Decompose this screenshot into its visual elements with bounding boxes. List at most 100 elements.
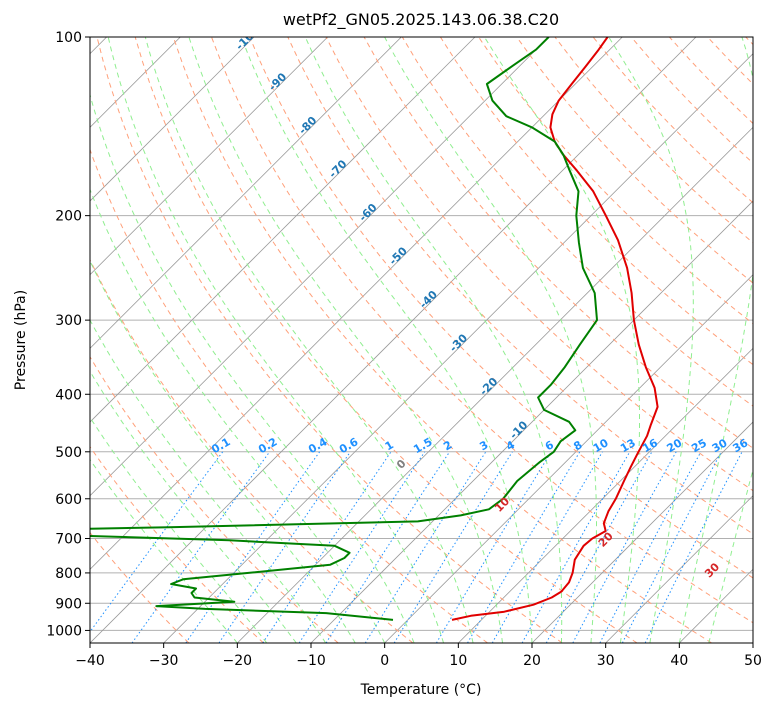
dry-adiabat-line [592,37,753,204]
dry-adiabat-line [478,37,753,325]
temperature-profile-line [451,37,659,621]
moist-adiabat-line [90,188,386,643]
plot-area [90,37,753,643]
x-tick-label: 50 [744,653,762,669]
isotherm-line [310,200,753,643]
x-tick-label: 30 [597,653,615,669]
isotherm-line [384,274,753,643]
dry-adiabat-line [90,531,190,643]
moist-adiabat-line [144,37,474,643]
isotherm-label: -90 [266,70,289,93]
mixing-ratio-line [545,451,653,643]
dry-adiabat-label: 10 [492,494,512,514]
mixing-ratio-label: 2 [441,438,454,453]
x-tick-label: 0 [380,653,389,669]
dry-adiabat-line [96,37,563,643]
dry-adiabat-line [707,37,753,85]
dry-adiabat-line [134,37,638,643]
moist-adiabat-line [90,458,238,643]
mixing-ratio-label: 0.2 [256,435,279,456]
dry-adiabat-line [554,37,753,244]
mixing-ratio-line [325,451,451,643]
dry-adiabat-line [172,37,712,643]
y-tick-label: 600 [55,492,82,508]
isotherm-line [90,37,476,423]
isotherm-label: -60 [356,201,379,224]
dry-adiabat-line [249,37,753,579]
mixing-ratio-label: 36 [730,436,750,455]
moist-adiabat-line [90,370,297,643]
moist-adiabat-line [483,37,640,643]
mixing-ratio-label: 1 [383,438,396,453]
mixing-ratio-line [298,451,426,643]
isotherm-line [605,495,753,643]
moist-adiabat-line [384,37,597,643]
dry-adiabat-line [745,37,753,46]
x-tick-label: −20 [223,653,253,669]
isotherm-line [90,37,697,643]
dewpoint-profile-line [90,37,598,621]
isotherm-line [90,37,255,202]
dry-adiabat-line [516,37,753,284]
y-tick-label: 800 [55,566,82,582]
mixing-ratio-line [644,451,743,643]
dry-adiabat-line [401,37,753,407]
dry-adiabat-label: 0 [394,457,409,472]
mixing-ratio-label: 0.6 [337,435,361,456]
isotherm-label: -30 [447,331,470,354]
moist-adiabat-line [188,37,503,643]
plot-frame [89,36,754,644]
x-tick-label: −40 [75,653,105,669]
mixing-ratio-line [90,451,224,633]
mixing-ratio-line [262,451,392,643]
mixing-ratio-line [185,451,321,643]
isotherm-label: -10 [507,418,530,441]
moist-adiabat-line [608,37,694,643]
moist-adiabat-line [107,37,445,643]
isotherm-line [679,568,753,643]
mixing-ratio-line [521,451,631,643]
moist-adiabat-line [304,37,563,643]
y-tick-label: 100 [55,30,82,46]
mixing-ratio-label: 1.5 [411,435,434,456]
x-tick-label: 40 [670,653,688,669]
isotherm-line [90,37,623,570]
mixing-ratio-label: 30 [710,436,730,455]
isotherm-label: -50 [387,244,410,267]
isotherm-line [531,421,753,643]
mixing-ratio-line [131,451,271,643]
dry-adiabat-line [287,37,753,535]
x-axis-label: Temperature (°C) [360,682,482,698]
mixing-ratio-line [364,451,487,643]
x-tick-label: −10 [296,653,326,669]
isotherm-line [90,37,402,349]
y-tick-label: 500 [55,445,82,461]
dry-adiabat-line [90,355,339,643]
chart-title: wetPf2_GN05.2025.143.06.38.C20 [283,10,559,30]
y-tick-label: 1000 [46,623,82,639]
dry-adiabat-line [90,258,414,643]
mixing-ratio-line [435,451,552,643]
dry-adiabat-line [90,148,488,643]
isotherm-line [90,37,328,276]
dry-adiabat-label: 30 [702,560,722,580]
isotherm-line [752,642,753,643]
y-tick-label: 900 [55,596,82,612]
mixing-ratio-label: 0.4 [306,435,330,456]
mixing-ratio-label: 25 [689,436,709,455]
isotherm-label: -70 [326,157,349,180]
moist-adiabat-line [240,37,533,643]
dry-adiabat-line [211,37,753,624]
dry-adiabat-line [90,445,264,643]
x-tick-label: 10 [449,653,467,669]
x-tick-label: 20 [523,653,541,669]
mixing-ratio-line [599,451,702,643]
moist-adiabat-line [90,259,356,643]
y-tick-label: 300 [55,313,82,329]
y-tick-label: 400 [55,387,82,403]
dry-adiabat-line [439,37,753,366]
isotherm-label: -80 [296,114,319,137]
mixing-ratio-line [218,451,351,643]
x-tick-label: −30 [149,653,179,669]
mixing-ratio-label: 8 [571,438,584,453]
